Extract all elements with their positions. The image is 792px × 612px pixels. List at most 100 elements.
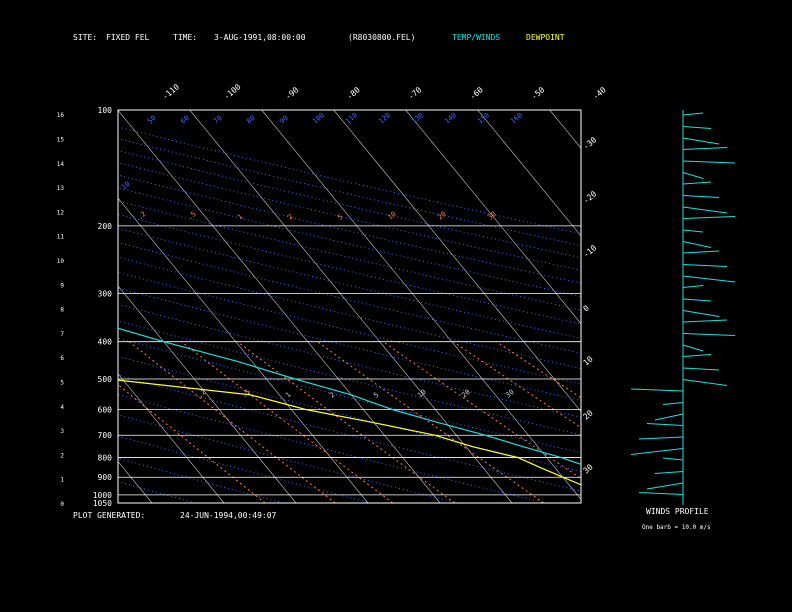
right-temperature-label: -10 <box>582 243 599 259</box>
top-temperature-label: -100 <box>222 82 243 101</box>
top-temperature-label: -110 <box>161 82 182 101</box>
adiabat-label: 50 <box>146 114 158 126</box>
mixing-ratio-label: .2 <box>196 388 208 400</box>
mixing-ratio-line <box>453 341 581 429</box>
wind-barb <box>682 354 712 357</box>
height-km-label: 12 <box>57 209 65 216</box>
mixing-ratio-line <box>118 384 266 503</box>
plot-generated-label: PLOT GENERATED: <box>73 511 146 520</box>
wind-barb <box>682 241 712 248</box>
adiabat-label: 140 <box>443 111 458 125</box>
isotherm-line <box>118 197 369 503</box>
dry-adiabat <box>118 271 581 385</box>
adiabat-label: 80 <box>245 114 257 126</box>
adiabat-label: 60 <box>179 114 191 126</box>
pressure-tick-label: 1050 <box>93 499 112 508</box>
top-temperature-label: -80 <box>345 85 362 101</box>
mixing-ratio-label: .2 <box>136 210 148 222</box>
isotherm-line <box>0 110 80 503</box>
mixing-ratio-line <box>181 341 394 503</box>
height-km-label: 14 <box>57 161 65 168</box>
height-km-label: 0 <box>60 501 64 508</box>
mixing-ratio-label: 2 <box>328 391 336 400</box>
wind-barb <box>682 126 712 129</box>
winds-profile-title: WINDS PROFILE <box>646 507 709 516</box>
plot-frame <box>117 109 582 504</box>
isotherm-line <box>118 110 441 503</box>
wind-barb <box>638 492 684 495</box>
dry-adiabat <box>0 110 108 503</box>
top-temperature-label: -40 <box>591 85 608 101</box>
top-temperature-label: -60 <box>468 85 485 101</box>
pressure-tick-label: 500 <box>98 375 113 384</box>
mixing-ratio-label: 20 <box>436 210 448 222</box>
dry-adiabat <box>118 138 581 247</box>
dry-adiabat <box>118 162 581 271</box>
isotherm-line <box>622 110 792 503</box>
dry-adiabat <box>118 256 581 369</box>
isotherm-line <box>118 373 225 503</box>
wind-barb <box>682 275 736 283</box>
right-temperature-label: 10 <box>582 354 595 367</box>
time-label: TIME: <box>173 33 198 42</box>
wind-barb <box>682 112 704 116</box>
barb-note: One barb = 10.0 m/s <box>642 524 711 531</box>
wind-barb <box>682 310 720 317</box>
adiabat-label: 110 <box>344 111 359 125</box>
wind-barb <box>682 379 728 386</box>
adiabat-label: 10 <box>120 180 132 192</box>
height-km-label: 6 <box>60 355 64 362</box>
mixing-ratio-label: .5 <box>186 210 198 222</box>
height-km-label: 9 <box>60 282 64 289</box>
wind-barb <box>638 436 684 440</box>
mixing-ratio-line <box>382 341 581 480</box>
dewpoint-legend: DEWPOINT <box>526 33 565 42</box>
wind-barb <box>682 298 712 302</box>
wind-barb <box>630 388 684 392</box>
pressure-tick-label: 900 <box>98 473 113 482</box>
temp-legend: TEMP/WINDS <box>452 33 501 42</box>
isotherm-line <box>189 110 513 503</box>
dry-adiabat <box>118 414 459 503</box>
mixing-ratio-line <box>128 341 336 503</box>
adiabat-label: 120 <box>377 111 392 125</box>
wind-barb <box>646 482 684 490</box>
pressure-tick-label: 200 <box>98 222 113 231</box>
height-km-label: 8 <box>60 307 64 314</box>
dry-adiabat <box>118 227 581 339</box>
right-temperature-label: 0 <box>582 303 592 313</box>
wind-barb <box>682 172 704 179</box>
wind-barb <box>682 367 720 371</box>
isotherm-line <box>333 110 581 413</box>
dry-adiabat <box>118 126 581 235</box>
right-temperature-label: -30 <box>582 135 599 151</box>
dry-adiabat <box>118 213 581 325</box>
wind-barb <box>682 344 704 352</box>
mixing-ratio-label: 5 <box>336 213 344 222</box>
wind-barb <box>662 457 684 461</box>
mixing-ratio-label: 10 <box>416 388 428 400</box>
wind-barb <box>682 250 720 254</box>
wind-barb <box>682 333 736 336</box>
mixing-ratio-label: 30 <box>504 388 516 400</box>
height-km-label: 16 <box>57 112 65 119</box>
plot-generated-value: 24-JUN-1994,00:49:07 <box>180 511 277 520</box>
dry-adiabat <box>118 174 581 284</box>
mixing-ratio-label: 20 <box>460 388 472 400</box>
mixing-ratio-line <box>237 341 455 503</box>
mixing-ratio-label: 5 <box>372 391 380 400</box>
wind-barb <box>682 229 704 233</box>
top-temperature-label: -50 <box>530 85 547 101</box>
dry-adiabat <box>118 187 581 297</box>
height-km-label: 13 <box>57 185 65 192</box>
isotherm-line <box>477 110 581 237</box>
file-name: (R8030800.FEL) <box>348 33 416 42</box>
isotherm-line <box>118 461 153 503</box>
mixing-ratio-line <box>496 341 581 399</box>
mixing-ratio-label: .5 <box>240 388 252 400</box>
wind-barb <box>654 413 684 421</box>
right-temperature-label: 30 <box>582 462 595 475</box>
wind-barb <box>682 285 704 288</box>
right-temperature-label: 20 <box>582 408 595 421</box>
